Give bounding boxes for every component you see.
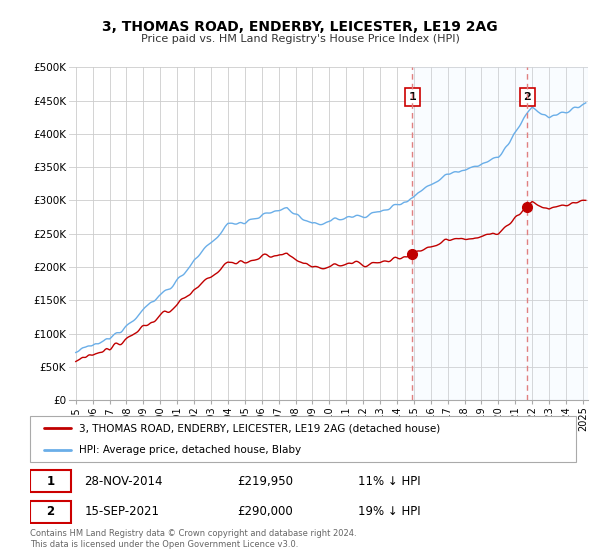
Bar	[412, 67, 588, 400]
Text: HPI: Average price, detached house, Blaby: HPI: Average price, detached house, Blab…	[79, 445, 301, 455]
FancyBboxPatch shape	[30, 416, 576, 462]
Text: 1: 1	[409, 92, 416, 102]
Text: Contains HM Land Registry data © Crown copyright and database right 2024.
This d: Contains HM Land Registry data © Crown c…	[30, 529, 356, 549]
Text: 3, THOMAS ROAD, ENDERBY, LEICESTER, LE19 2AG (detached house): 3, THOMAS ROAD, ENDERBY, LEICESTER, LE19…	[79, 423, 440, 433]
FancyBboxPatch shape	[30, 470, 71, 492]
Text: 3, THOMAS ROAD, ENDERBY, LEICESTER, LE19 2AG: 3, THOMAS ROAD, ENDERBY, LEICESTER, LE19…	[102, 20, 498, 34]
Text: 11% ↓ HPI: 11% ↓ HPI	[358, 475, 420, 488]
Text: 2: 2	[523, 92, 531, 102]
Text: 1: 1	[46, 475, 55, 488]
Text: 19% ↓ HPI: 19% ↓ HPI	[358, 505, 420, 519]
Text: 28-NOV-2014: 28-NOV-2014	[85, 475, 163, 488]
Text: £290,000: £290,000	[238, 505, 293, 519]
Text: Price paid vs. HM Land Registry's House Price Index (HPI): Price paid vs. HM Land Registry's House …	[140, 34, 460, 44]
Text: £219,950: £219,950	[238, 475, 293, 488]
Text: 15-SEP-2021: 15-SEP-2021	[85, 505, 160, 519]
FancyBboxPatch shape	[30, 501, 71, 523]
Text: 2: 2	[46, 505, 55, 519]
